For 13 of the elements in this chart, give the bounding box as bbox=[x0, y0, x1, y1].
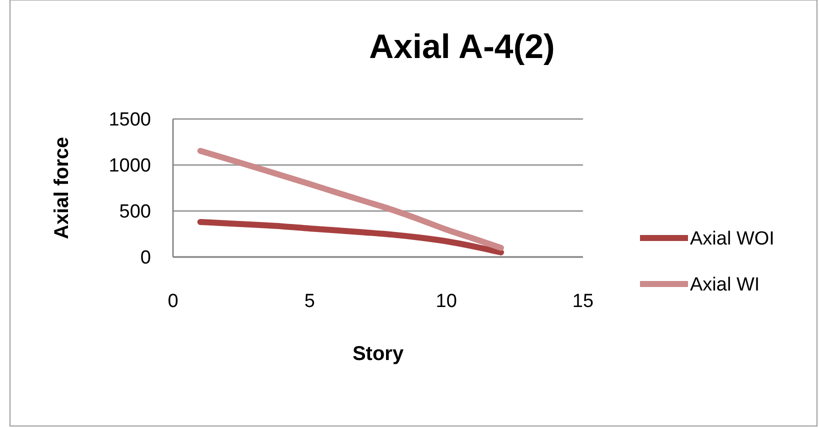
y-axis-title: Axial force bbox=[51, 136, 73, 240]
legend-label: Axial WOI bbox=[690, 228, 774, 250]
x-tick-label: 15 bbox=[572, 291, 594, 312]
x-axis-title: Story bbox=[352, 343, 404, 365]
y-tick-label: 500 bbox=[119, 202, 151, 223]
x-tick-label: 10 bbox=[436, 291, 457, 312]
x-tick-label: 0 bbox=[168, 291, 178, 312]
legend-label: Axial WI bbox=[690, 274, 760, 296]
x-tick-label: 5 bbox=[304, 291, 315, 312]
y-tick-label: 0 bbox=[140, 248, 151, 269]
chart-title: Axial A-4(2) bbox=[369, 28, 555, 66]
y-tick-label: 1000 bbox=[108, 156, 151, 177]
y-tick-label: 1500 bbox=[108, 110, 151, 131]
